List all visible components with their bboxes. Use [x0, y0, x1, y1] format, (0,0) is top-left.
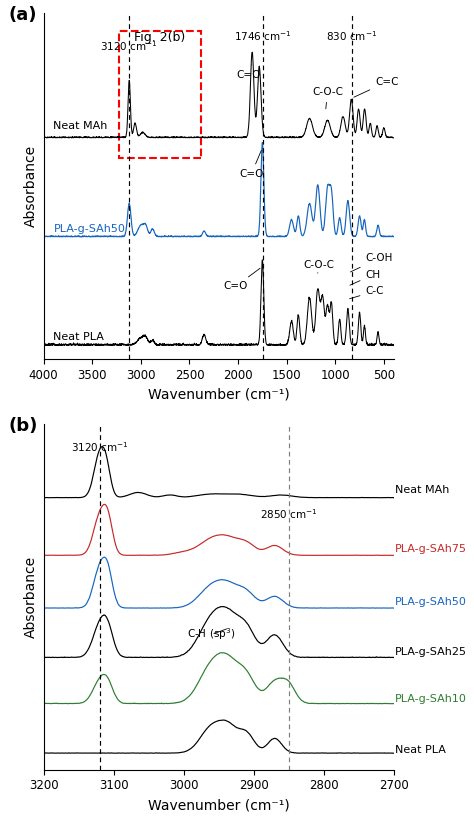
Text: Neat PLA: Neat PLA [54, 333, 104, 342]
Text: 2850 cm$^{-1}$: 2850 cm$^{-1}$ [260, 507, 318, 521]
Text: CH: CH [350, 269, 381, 285]
Text: PLA-g-SAh75: PLA-g-SAh75 [395, 544, 467, 554]
Text: PLA-g-SAh25: PLA-g-SAh25 [395, 647, 467, 657]
Text: C=O: C=O [236, 65, 261, 80]
Text: C-OH: C-OH [350, 253, 393, 272]
Text: (a): (a) [9, 6, 37, 24]
Y-axis label: Absorbance: Absorbance [24, 145, 38, 227]
Text: C=O: C=O [224, 268, 260, 292]
Text: Fig. 2(b): Fig. 2(b) [134, 31, 185, 43]
Text: Neat MAh: Neat MAh [395, 485, 449, 495]
Bar [118, 31, 201, 158]
Text: C=C: C=C [354, 77, 399, 97]
Text: Neat PLA: Neat PLA [395, 745, 446, 755]
X-axis label: Wavenumber (cm⁻¹): Wavenumber (cm⁻¹) [148, 798, 290, 812]
Text: PLA-g-SAh50: PLA-g-SAh50 [395, 596, 467, 607]
Text: 830 cm$^{-1}$: 830 cm$^{-1}$ [326, 29, 377, 43]
Text: C-O-C: C-O-C [303, 260, 334, 274]
Text: C-O-C: C-O-C [312, 87, 343, 109]
Text: C-H (sp$^3$): C-H (sp$^3$) [187, 627, 236, 642]
Text: 3120 cm$^{-1}$: 3120 cm$^{-1}$ [71, 440, 128, 454]
Text: (b): (b) [9, 417, 38, 435]
Y-axis label: Absorbance: Absorbance [24, 555, 38, 638]
Text: PLA-g-SAh50: PLA-g-SAh50 [54, 224, 125, 233]
Text: 1746 cm$^{-1}$: 1746 cm$^{-1}$ [234, 29, 292, 43]
Text: C-C: C-C [350, 287, 384, 299]
X-axis label: Wavenumber (cm⁻¹): Wavenumber (cm⁻¹) [148, 387, 290, 401]
Text: 3120 cm$^{-1}$: 3120 cm$^{-1}$ [100, 39, 158, 53]
Text: PLA-g-SAh10: PLA-g-SAh10 [395, 694, 467, 704]
Text: C=O: C=O [239, 151, 264, 179]
Text: Neat MAh: Neat MAh [54, 121, 108, 131]
